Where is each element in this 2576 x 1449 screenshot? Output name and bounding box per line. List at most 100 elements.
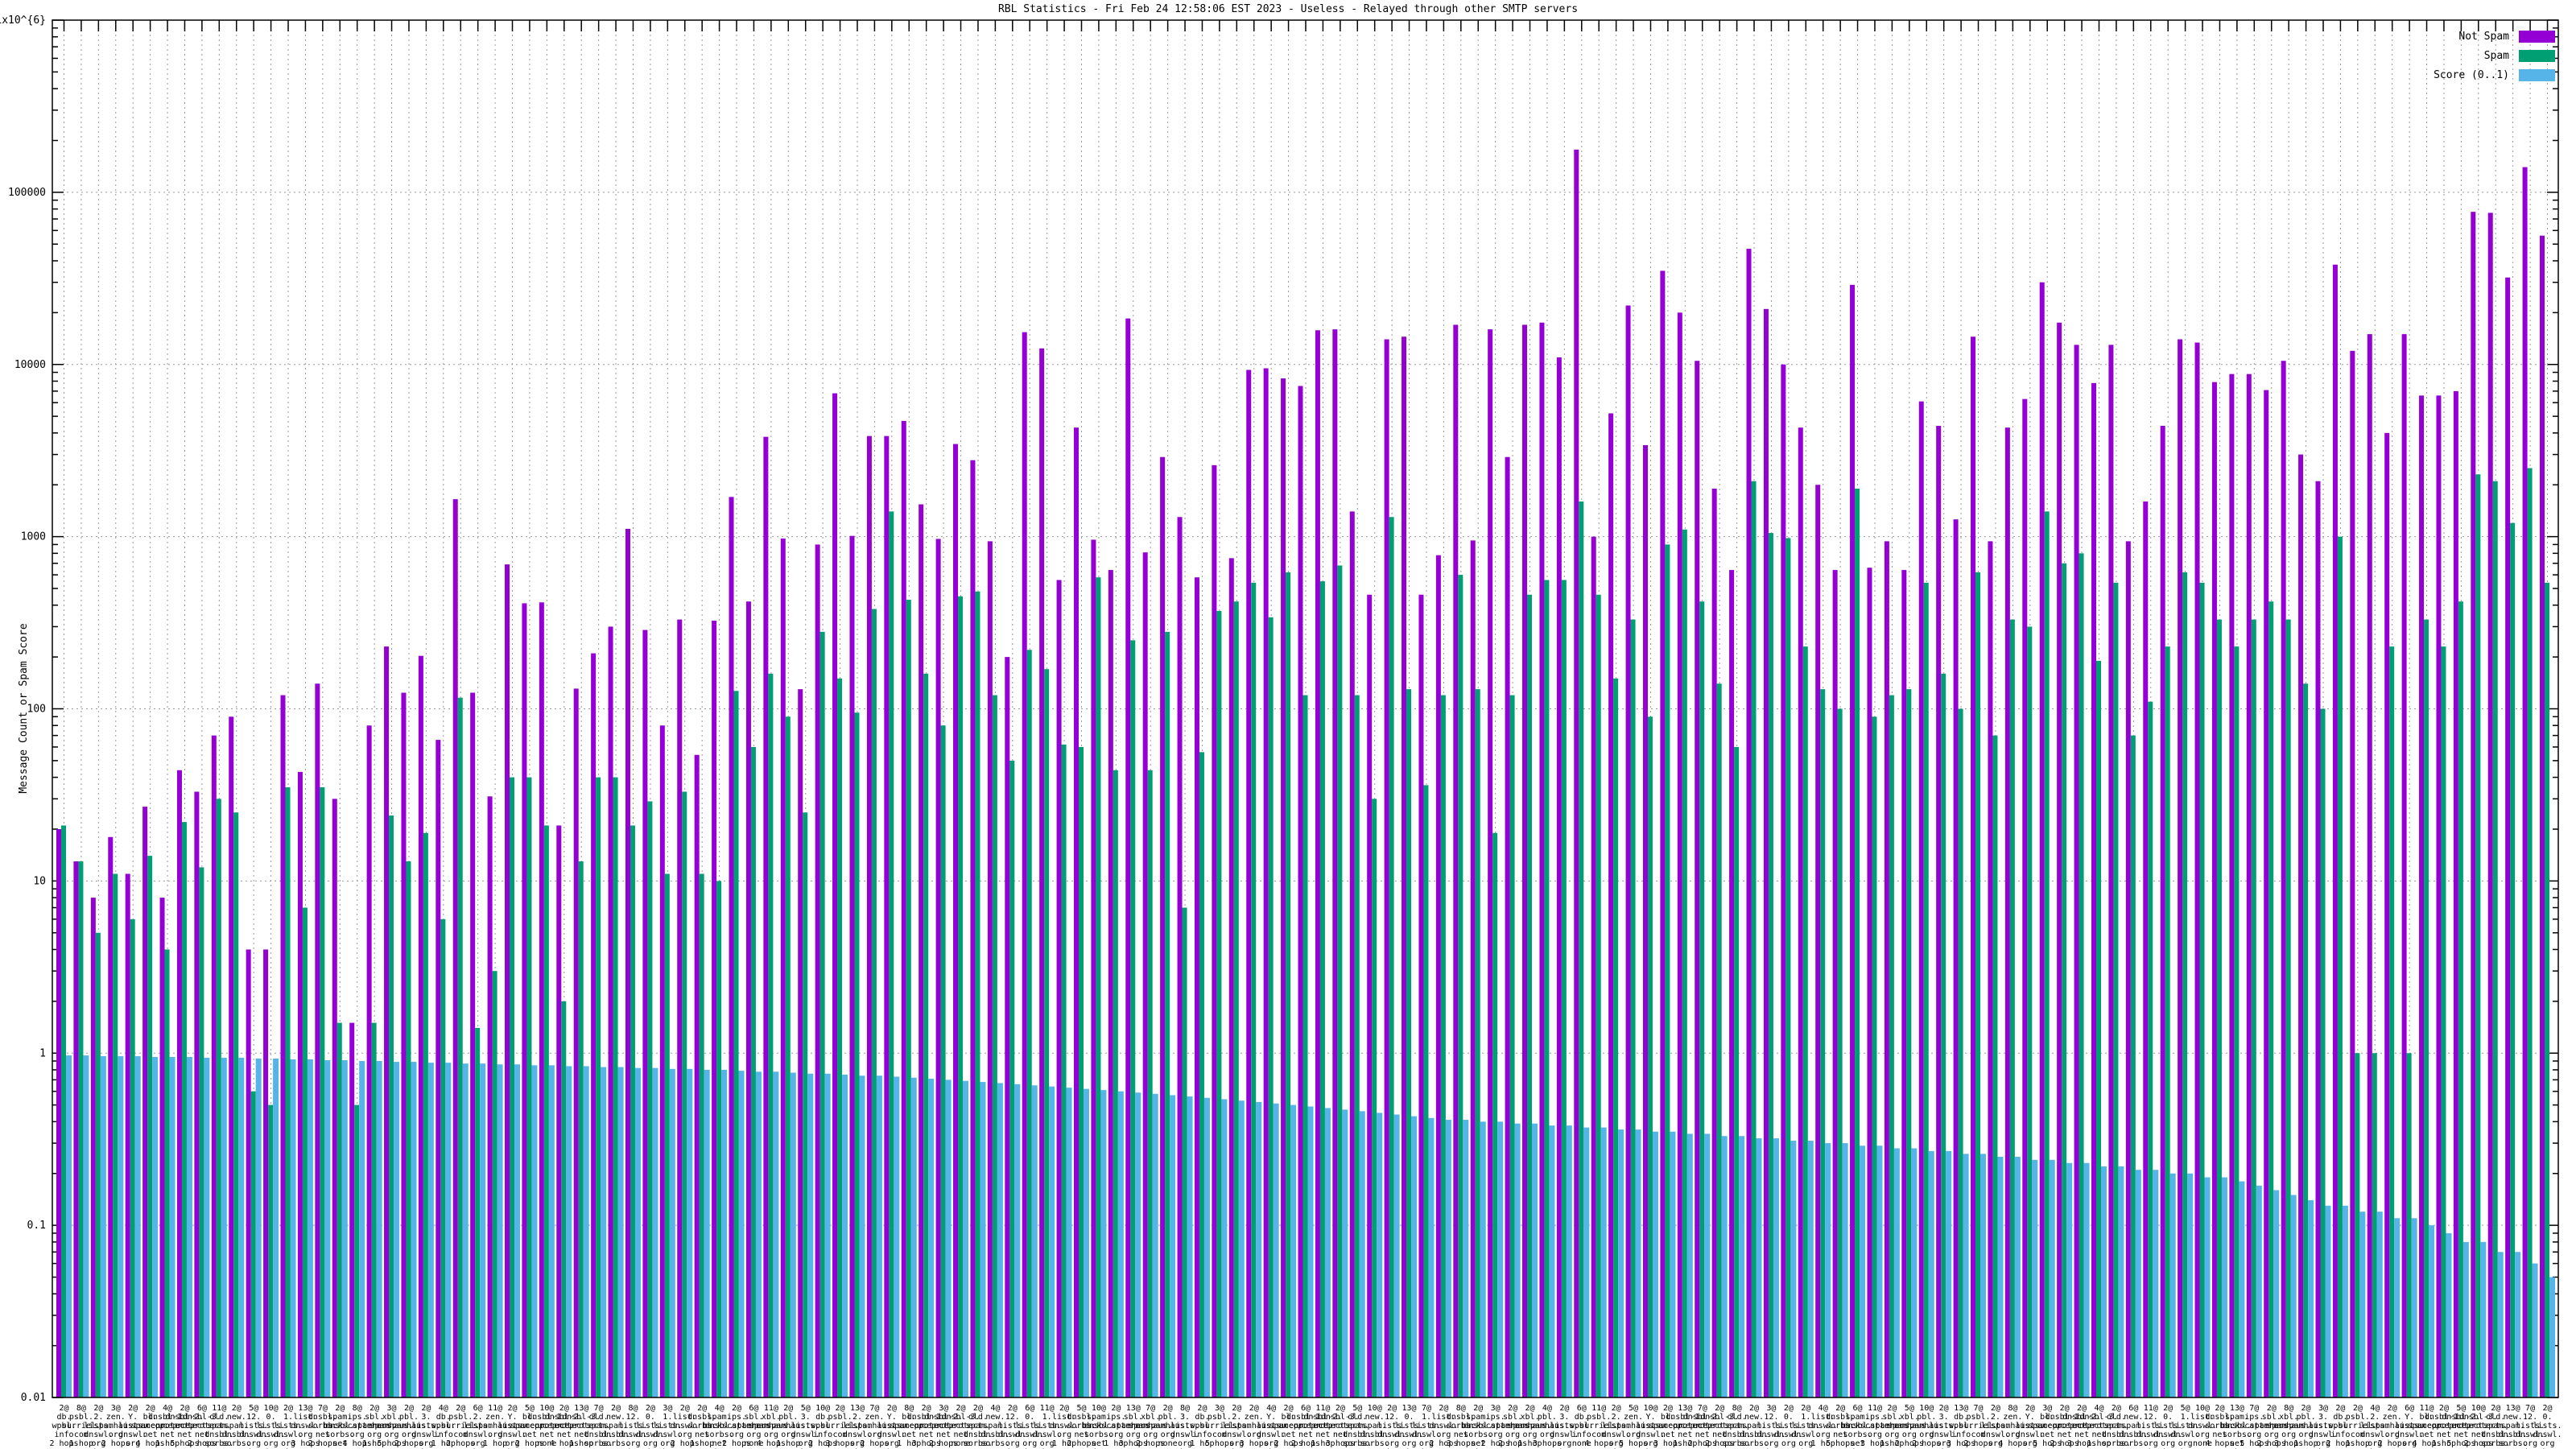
bar-score xyxy=(273,1058,279,1397)
bar-score xyxy=(376,1061,382,1397)
bar-score xyxy=(497,1064,503,1397)
bar-spam xyxy=(578,861,584,1397)
bar-not-spam xyxy=(2540,235,2545,1397)
bar-not-spam xyxy=(1695,361,1700,1397)
bar-not-spam xyxy=(2487,213,2493,1398)
bar-score xyxy=(1911,1148,1918,1397)
bar-score xyxy=(514,1064,521,1397)
bar-score xyxy=(1463,1120,1469,1397)
bar-not-spam xyxy=(1505,456,1510,1397)
bar-not-spam xyxy=(142,807,148,1397)
bar-score xyxy=(169,1057,175,1397)
bar-spam xyxy=(1216,610,1222,1397)
bar-not-spam xyxy=(1453,324,1459,1397)
bar-spam xyxy=(423,832,428,1397)
bar-score xyxy=(480,1063,486,1397)
bar-spam xyxy=(664,873,670,1397)
bar-score xyxy=(359,1061,365,1397)
legend-swatch-spam xyxy=(2519,50,2555,62)
bar-not-spam xyxy=(1402,336,1407,1397)
x-tick-label: 5@ bl. spamcop. net 2 hops xyxy=(510,1404,549,1448)
x-tick-label: 10@ pbl. spamhaus. org 2 hops xyxy=(1905,1404,1948,1448)
bar-score xyxy=(1117,1091,1124,1397)
x-tick-label: 2@ pbl. spamhaus. org 1 hop xyxy=(2284,1404,2327,1448)
bar-score xyxy=(2187,1173,2194,1397)
bar-score xyxy=(1893,1148,1900,1397)
bar-spam xyxy=(837,678,843,1397)
bar-score xyxy=(2515,1252,2521,1397)
bar-score xyxy=(1807,1141,1814,1397)
bar-spam xyxy=(1785,538,1791,1398)
legend-swatch-score xyxy=(2519,69,2555,81)
bar-score xyxy=(1825,1143,1831,1397)
bar-spam xyxy=(1527,594,1533,1397)
bar-spam xyxy=(1233,601,1239,1397)
bar-score xyxy=(2497,1252,2504,1397)
bar-not-spam xyxy=(2281,361,2286,1397)
bar-not-spam xyxy=(1367,594,1373,1397)
bar-score xyxy=(1377,1113,1383,1397)
x-tick-label: 2@ bl. spamcop. net 2 hops xyxy=(1269,1404,1307,1448)
bar-spam xyxy=(923,673,929,1397)
x-tick-label: 2@ sbl. spamhaus. org 2 hops xyxy=(2250,1404,2293,1448)
bar-score xyxy=(1359,1111,1365,1397)
x-tick-label: 2@ sbl. spamhaus. org 1 hop xyxy=(1870,1404,1913,1448)
bar-score xyxy=(859,1075,865,1397)
bar-not-spam xyxy=(1608,413,1614,1398)
bar-score xyxy=(1635,1129,1641,1397)
bar-score xyxy=(1256,1101,1262,1397)
bar-spam xyxy=(2372,1053,2377,1397)
bar-score xyxy=(1686,1133,1693,1397)
bar-score xyxy=(2394,1218,2401,1397)
y-tick-label: 1 xyxy=(39,1047,46,1059)
bar-not-spam xyxy=(1988,541,1993,1397)
bar-not-spam xyxy=(712,621,717,1397)
bar-score xyxy=(807,1073,814,1397)
x-tick-label: 10@ list. dnswl. org none xyxy=(2188,1404,2217,1448)
bar-score xyxy=(910,1077,917,1397)
x-tick-label: 2@ psbl. surriel. com 1 hop xyxy=(2339,1404,2377,1448)
bar-score xyxy=(773,1071,779,1397)
bar-score xyxy=(669,1068,675,1397)
bar-score xyxy=(1532,1123,1538,1397)
bar-score xyxy=(1514,1123,1521,1397)
bar-not-spam xyxy=(953,444,959,1398)
bar-not-spam xyxy=(1125,318,1131,1397)
bar-not-spam xyxy=(2125,541,2131,1397)
bar-not-spam xyxy=(849,535,855,1398)
bar-score xyxy=(1583,1127,1590,1397)
bar-not-spam xyxy=(1073,427,1079,1398)
bar-score xyxy=(2256,1185,2262,1397)
bar-spam xyxy=(1613,678,1619,1397)
bar-score xyxy=(221,1057,227,1397)
bar-spam xyxy=(233,812,239,1397)
bar-not-spam xyxy=(1625,305,1631,1397)
bar-spam xyxy=(1026,650,1032,1397)
bar-not-spam xyxy=(349,1022,355,1397)
bar-spam xyxy=(302,907,308,1397)
x-tick-label: 7@ xbl. spamhaus. org 2 hops xyxy=(1129,1404,1172,1448)
bar-spam xyxy=(2389,646,2395,1397)
bar-spam xyxy=(1699,601,1705,1397)
x-tick-label: 6@ dnsbl-3. uceprotect. net 2 hops xyxy=(175,1404,229,1448)
x-tick-label: 2@ dnsbl-2. uceprotect. net 3 hops xyxy=(2055,1404,2108,1448)
x-tick-label: 13@ dnsbl-1. uceprotect. net 1 hop xyxy=(1658,1404,1711,1448)
bar-not-spam xyxy=(2057,322,2062,1397)
bar-spam xyxy=(1492,832,1498,1397)
bar-score xyxy=(2273,1190,2280,1397)
bar-not-spam xyxy=(315,683,320,1397)
bar-spam xyxy=(1389,517,1394,1397)
x-tick-label: 2@ dnsbl-1. uceprotect. net 2 hops xyxy=(2038,1404,2091,1448)
bar-score xyxy=(307,1059,313,1397)
bar-score xyxy=(1342,1109,1348,1397)
bar-score xyxy=(2014,1157,2021,1397)
bar-not-spam xyxy=(2039,282,2045,1397)
bar-score xyxy=(1652,1131,1658,1397)
bar-not-spam xyxy=(1022,332,1027,1397)
x-tick-label: 5@ zen. spamhaus. org 5 hops xyxy=(1612,1404,1655,1448)
x-tick-label: 3@ ips. backscatterer. org 2 hops xyxy=(1462,1404,1530,1448)
bar-not-spam xyxy=(418,655,423,1397)
bar-score xyxy=(1324,1108,1331,1397)
bar-spam xyxy=(2199,582,2205,1397)
